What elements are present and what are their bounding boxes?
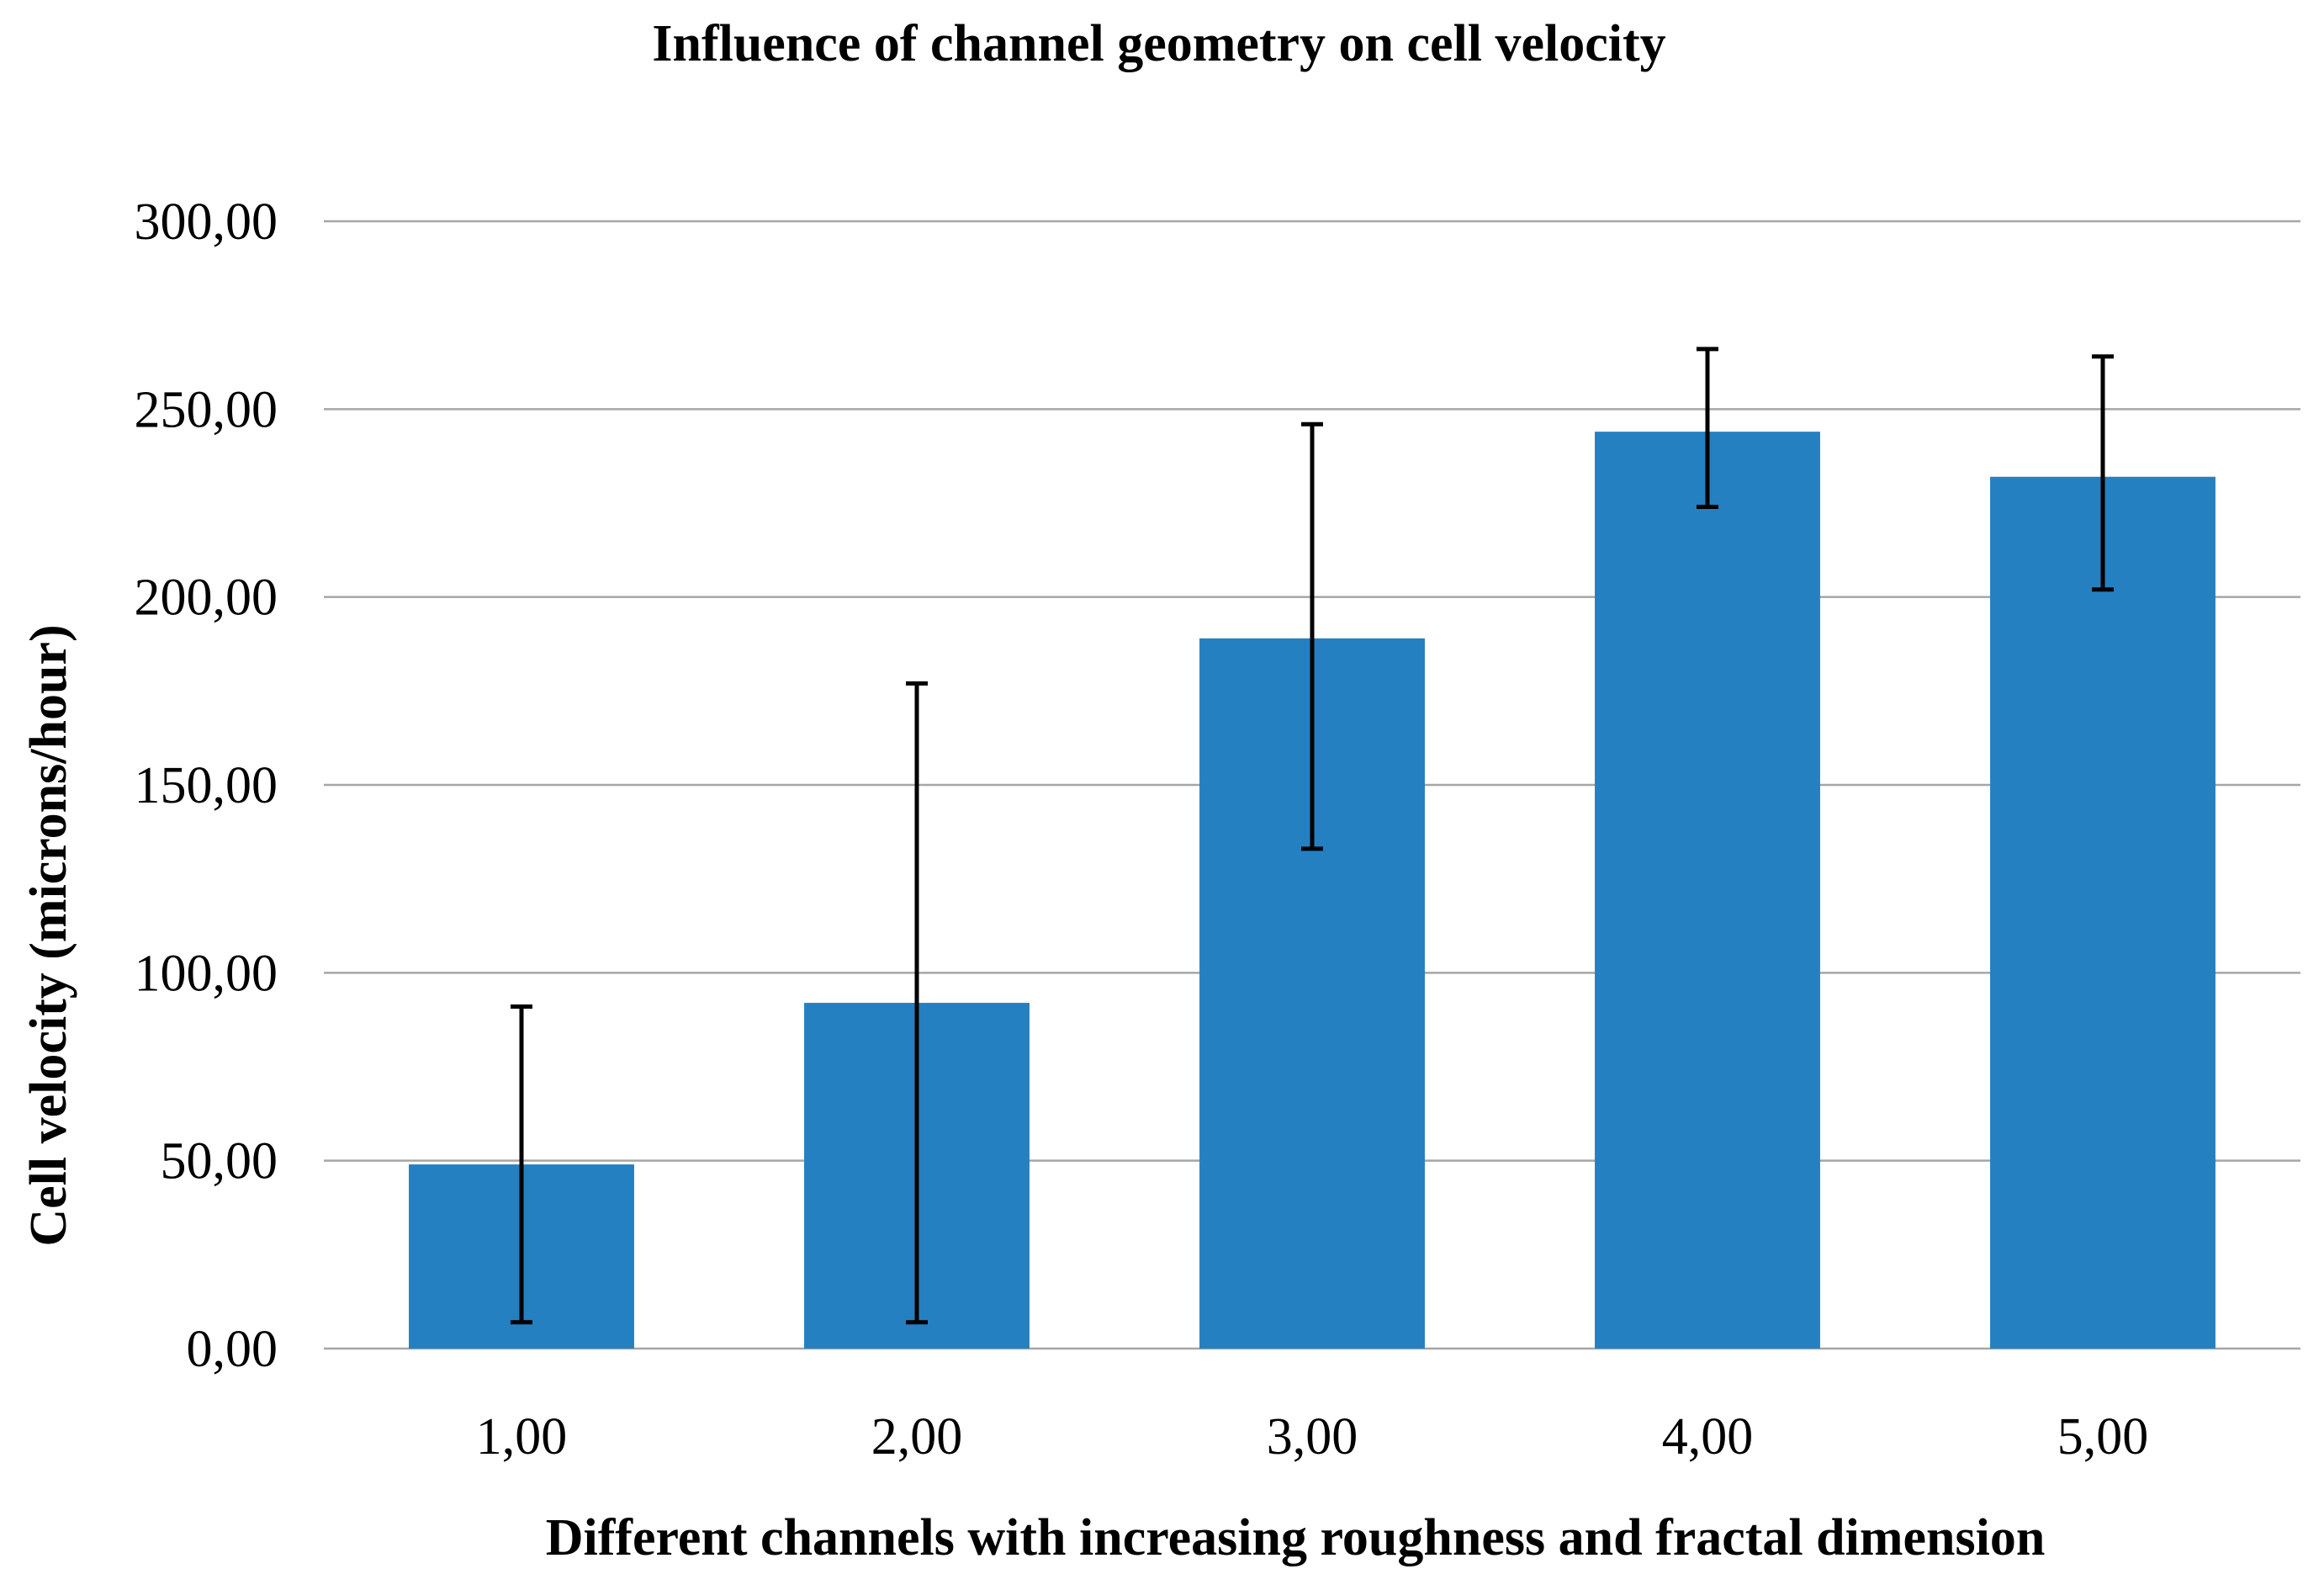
chart-title: Influence of channel geometry on cell ve… [652,15,1665,72]
y-tick-label: 0,00 [187,1321,278,1378]
y-tick-label: 150,00 [135,757,278,814]
x-axis-title: Different channels with increasing rough… [546,1509,2046,1566]
x-tick-label: 5,00 [2057,1408,2149,1465]
y-tick-label: 300,00 [135,193,278,251]
x-tick-label: 2,00 [871,1408,963,1465]
x-tick-label: 4,00 [1662,1408,1754,1465]
y-tick-label: 100,00 [135,945,278,1002]
y-tick-labels: 0,00 50,00 100,00 150,00 200,00 250,00 300,00 [135,193,278,1378]
error-bars [511,347,2114,1325]
y-axis-title: Cell velocity (microns/hour) [20,624,77,1246]
x-tick-label: 1,00 [476,1408,568,1465]
y-tick-label: 250,00 [135,381,278,438]
bar [1595,432,1820,1349]
bar [1990,476,2215,1349]
y-tick-label: 50,00 [161,1133,278,1190]
x-tick-label: 3,00 [1267,1408,1358,1465]
x-tick-labels: 1,00 2,00 3,00 4,00 5,00 [476,1408,2149,1465]
y-tick-label: 200,00 [135,570,278,627]
